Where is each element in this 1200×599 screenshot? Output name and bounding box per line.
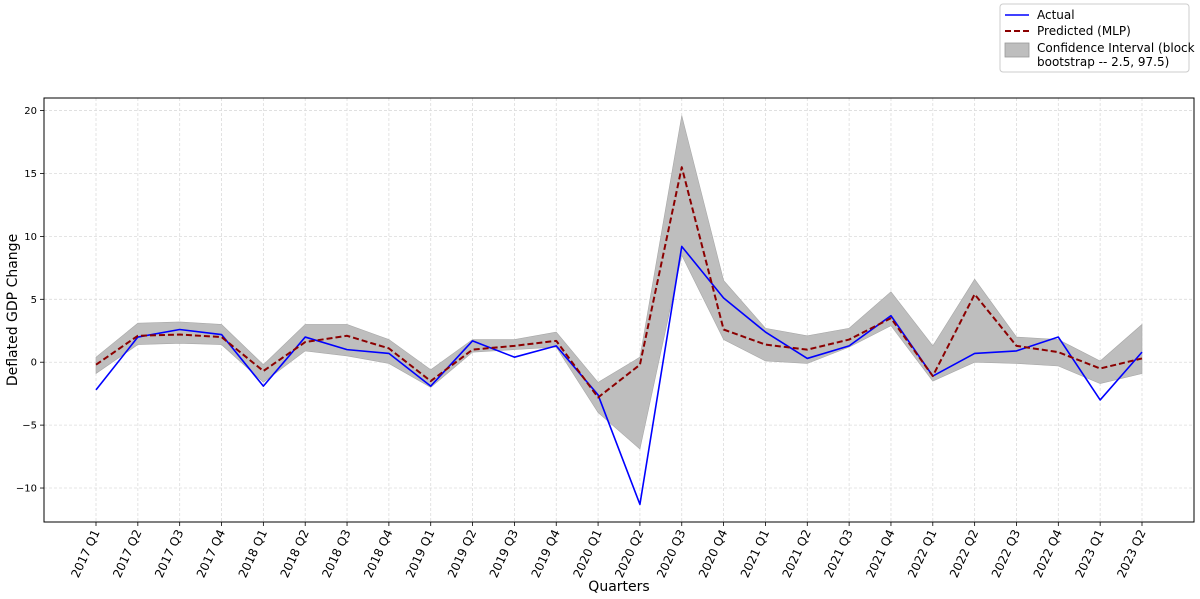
y-tick-label: −10 <box>16 484 37 495</box>
x-axis-label: Quarters <box>588 579 649 595</box>
x-tick-label: 2018 Q1 <box>236 527 270 580</box>
legend-actual-label: Actual <box>1037 8 1075 22</box>
y-tick-label: 0 <box>31 358 37 369</box>
x-tick-label: 2022 Q1 <box>905 527 939 580</box>
x-tick-label: 2017 Q1 <box>68 527 102 580</box>
grid <box>44 98 1194 522</box>
x-axis-ticks: 2017 Q1 2017 Q2 2017 Q3 2017 Q4 2018 Q1 2018 … <box>68 522 1149 580</box>
y-tick-label: 5 <box>31 295 37 306</box>
x-tick-label: 2022 Q4 <box>1031 527 1065 580</box>
x-tick-label: 2017 Q2 <box>110 527 144 580</box>
x-tick-label: 2019 Q1 <box>403 527 437 580</box>
x-tick-label: 2021 Q1 <box>738 527 772 580</box>
plot-area-frame <box>43 97 1195 523</box>
confidence-band-layer <box>95 115 1143 450</box>
y-tick-label: 10 <box>24 232 37 243</box>
x-tick-label: 2019 Q2 <box>445 527 479 580</box>
x-tick-label: 2017 Q3 <box>152 527 186 580</box>
x-tick-label: 2021 Q2 <box>780 527 814 580</box>
confidence-band <box>95 115 1143 450</box>
legend-ci-label-line2: bootstrap -- 2.5, 97.5) <box>1037 55 1169 69</box>
x-tick-label: 2023 Q2 <box>1114 527 1148 580</box>
x-tick-label: 2019 Q3 <box>487 527 521 580</box>
legend-predicted-label: Predicted (MLP) <box>1037 24 1131 38</box>
x-tick-label: 2018 Q3 <box>319 527 353 580</box>
series-layer <box>95 166 1143 506</box>
y-axis-label: Deflated GDP Change <box>5 234 21 386</box>
x-tick-label: 2023 Q1 <box>1072 527 1106 580</box>
x-tick-label: 2022 Q2 <box>947 527 981 580</box>
legend: Actual Predicted (MLP) Confidence Interv… <box>999 3 1195 73</box>
legend-box <box>999 3 1190 73</box>
x-tick-label: 2020 Q1 <box>570 527 604 580</box>
x-tick-label: 2019 Q4 <box>529 527 563 580</box>
x-tick-label: 2020 Q4 <box>696 527 730 580</box>
x-tick-label: 2020 Q2 <box>612 527 646 580</box>
y-axis-ticks: −10 −5 0 5 10 15 20 <box>16 106 44 495</box>
x-tick-label: 2018 Q2 <box>277 527 311 580</box>
y-tick-label: 15 <box>24 169 37 180</box>
x-tick-label: 2018 Q4 <box>361 527 395 580</box>
y-tick-label: −5 <box>22 421 37 432</box>
actual-series-line <box>95 245 1143 506</box>
x-tick-label: 2022 Q3 <box>989 527 1023 580</box>
y-tick-label: 20 <box>24 106 37 117</box>
x-tick-label: 2021 Q4 <box>863 527 897 580</box>
x-tick-label: 2021 Q3 <box>821 527 855 580</box>
x-tick-label: 2020 Q3 <box>654 527 688 580</box>
legend-ci-swatch <box>1004 42 1030 58</box>
legend-ci-label-line1: Confidence Interval (block <box>1037 41 1195 55</box>
predicted-series-line <box>95 166 1143 399</box>
x-tick-label: 2017 Q4 <box>194 527 228 580</box>
